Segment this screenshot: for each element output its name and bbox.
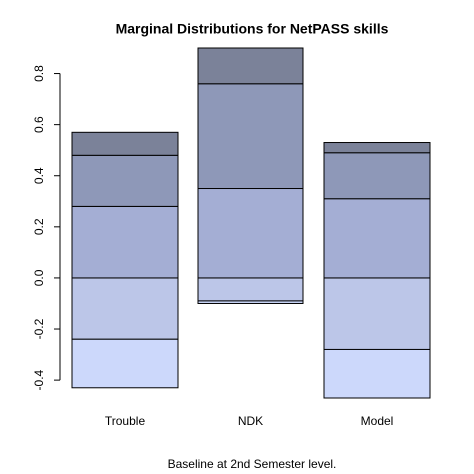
bar-segment [71, 338, 179, 389]
bar-segment [323, 277, 431, 350]
x-axis-label: Baseline at 2nd Semester level. [168, 457, 337, 471]
bar-segment [323, 152, 431, 200]
bar-segment [323, 142, 431, 154]
bar-segment [197, 188, 304, 279]
x-tick-label: Model [361, 414, 394, 428]
y-tick-label: 0.8 [32, 65, 46, 82]
y-tick-label: 0.6 [32, 116, 46, 133]
bar-segment [71, 154, 179, 207]
chart-title: Marginal Distributions for NetPASS skill… [116, 21, 389, 37]
x-tick-label: NDK [238, 414, 263, 428]
bar-segment [197, 47, 304, 85]
bar-segment [197, 277, 304, 302]
bar-segment [197, 83, 304, 190]
y-tick-label: -0.2 [32, 318, 46, 339]
y-tick-label: 0.4 [32, 167, 46, 184]
bar-segment [197, 300, 304, 304]
bar-segment [71, 205, 179, 279]
bar-segment [323, 198, 431, 279]
bar-segment [71, 277, 179, 340]
y-tick-label: -0.4 [32, 369, 46, 390]
x-tick-label: Trouble [105, 414, 146, 428]
y-tick-label: 0.0 [32, 269, 46, 286]
y-tick-label: 0.2 [32, 218, 46, 235]
bar-segment [323, 348, 431, 399]
bar-segment [71, 131, 179, 156]
